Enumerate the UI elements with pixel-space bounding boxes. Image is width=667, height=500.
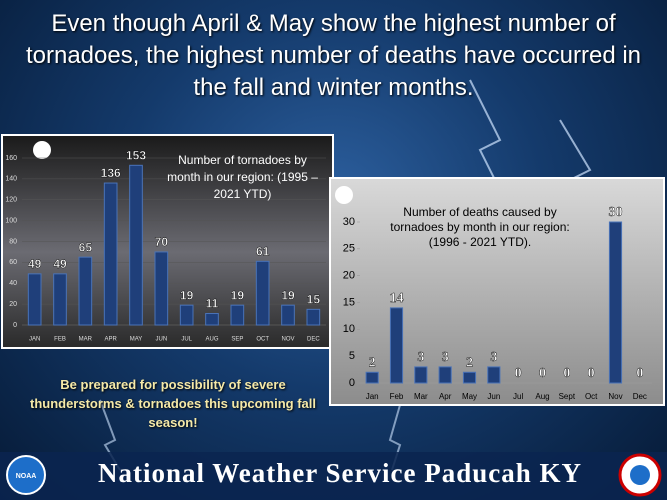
value-label: 65 bbox=[79, 240, 93, 254]
x-tick-label: DEC bbox=[307, 337, 320, 343]
x-tick-label: Dec bbox=[633, 392, 647, 401]
bar bbox=[179, 304, 194, 326]
y-tick-label: 30 bbox=[343, 216, 355, 228]
x-tick-label: MAR bbox=[79, 337, 93, 343]
value-label: 19 bbox=[180, 288, 194, 302]
nws-logo-small bbox=[335, 186, 353, 204]
y-tick-label: 100 bbox=[5, 217, 17, 224]
bar bbox=[608, 221, 623, 384]
bar bbox=[27, 273, 42, 326]
bar bbox=[414, 366, 428, 384]
x-tick-label: May bbox=[462, 392, 477, 401]
x-tick-label: SEP bbox=[231, 337, 243, 343]
y-tick-label: 160 bbox=[5, 155, 17, 162]
value-label: 2 bbox=[466, 355, 473, 370]
y-tick-label: 20 bbox=[343, 270, 355, 282]
bar bbox=[389, 307, 404, 384]
value-label: 61 bbox=[256, 245, 270, 259]
bar bbox=[438, 366, 452, 384]
bar bbox=[365, 371, 379, 384]
x-tick-label: Nov bbox=[608, 392, 622, 401]
x-tick-label: AUG bbox=[205, 337, 218, 343]
x-tick-label: MAY bbox=[130, 337, 143, 343]
bar bbox=[255, 260, 270, 326]
y-tick-label: 40 bbox=[9, 280, 17, 287]
x-tick-label: FEB bbox=[54, 337, 66, 343]
value-label: 0 bbox=[588, 366, 595, 381]
value-label: 136 bbox=[101, 166, 121, 180]
value-label: 0 bbox=[563, 366, 570, 381]
value-label: 49 bbox=[28, 257, 42, 271]
y-tick-label: 80 bbox=[9, 238, 17, 245]
x-tick-label: APR bbox=[104, 337, 117, 343]
value-label: 14 bbox=[390, 291, 404, 306]
x-tick-label: Jun bbox=[487, 392, 500, 401]
footer-bar bbox=[0, 452, 667, 500]
x-tick-label: Aug bbox=[535, 392, 549, 401]
bar bbox=[462, 371, 477, 384]
value-label: 153 bbox=[126, 148, 146, 162]
y-tick-label: 140 bbox=[5, 176, 17, 183]
bar bbox=[205, 313, 219, 326]
value-label: 0 bbox=[636, 366, 643, 381]
chart-title: Number of deaths caused by tornadoes by … bbox=[390, 205, 570, 249]
x-tick-label: Jan bbox=[366, 392, 379, 401]
value-label: 11 bbox=[206, 297, 219, 311]
bar bbox=[53, 273, 67, 326]
x-tick-label: Jul bbox=[513, 392, 523, 401]
y-tick-label: 0 bbox=[349, 377, 355, 389]
nws-logo-center bbox=[630, 465, 650, 485]
x-tick-label: Feb bbox=[390, 392, 404, 401]
value-label: 19 bbox=[281, 288, 295, 302]
y-tick-label: 60 bbox=[9, 259, 17, 266]
value-label: 70 bbox=[155, 235, 169, 249]
noaa-logo bbox=[6, 455, 46, 495]
y-tick-label: 120 bbox=[5, 197, 17, 204]
y-tick-label: 10 bbox=[343, 323, 355, 335]
value-label: 15 bbox=[307, 293, 321, 307]
x-tick-label: NOV bbox=[281, 337, 294, 343]
x-tick-label: OCT bbox=[256, 337, 269, 343]
x-tick-label: JAN bbox=[29, 337, 40, 343]
x-tick-label: JUN bbox=[155, 337, 167, 343]
y-tick-label: 25 bbox=[343, 243, 355, 255]
y-tick-label: 0 bbox=[13, 322, 17, 329]
chart-title: Number of tornadoes by month in our regi… bbox=[167, 153, 318, 201]
y-tick-label: 15 bbox=[343, 296, 355, 308]
x-tick-label: Mar bbox=[414, 392, 428, 401]
value-label: 0 bbox=[515, 366, 522, 381]
noaa-logo-text: NOAA bbox=[15, 473, 37, 480]
bar bbox=[230, 304, 245, 326]
bar bbox=[281, 304, 295, 326]
bar bbox=[154, 251, 169, 326]
value-label: 49 bbox=[53, 257, 67, 271]
bar bbox=[129, 164, 143, 326]
note: Be prepared for possibility of severe th… bbox=[29, 377, 317, 430]
value-label: 30 bbox=[609, 205, 623, 220]
bar bbox=[78, 256, 93, 326]
bar bbox=[103, 182, 118, 326]
nws-logo-small bbox=[33, 141, 51, 159]
bar bbox=[487, 366, 501, 384]
y-tick-label: 20 bbox=[9, 301, 17, 308]
footer: National Weather Service Paducah KY bbox=[98, 458, 582, 488]
x-tick-label: Sept bbox=[559, 392, 576, 401]
value-label: 0 bbox=[539, 366, 546, 381]
value-label: 3 bbox=[490, 350, 497, 365]
value-label: 19 bbox=[231, 288, 245, 302]
value-label: 3 bbox=[442, 350, 449, 365]
y-tick-label: 5 bbox=[349, 350, 355, 362]
value-label: 2 bbox=[369, 355, 376, 370]
title: Even though April & May show the highest… bbox=[25, 10, 642, 101]
value-label: 3 bbox=[417, 350, 424, 365]
bar bbox=[306, 308, 321, 326]
x-tick-label: JUL bbox=[181, 337, 192, 343]
x-tick-label: Apr bbox=[439, 392, 452, 401]
x-tick-label: Oct bbox=[585, 392, 598, 401]
